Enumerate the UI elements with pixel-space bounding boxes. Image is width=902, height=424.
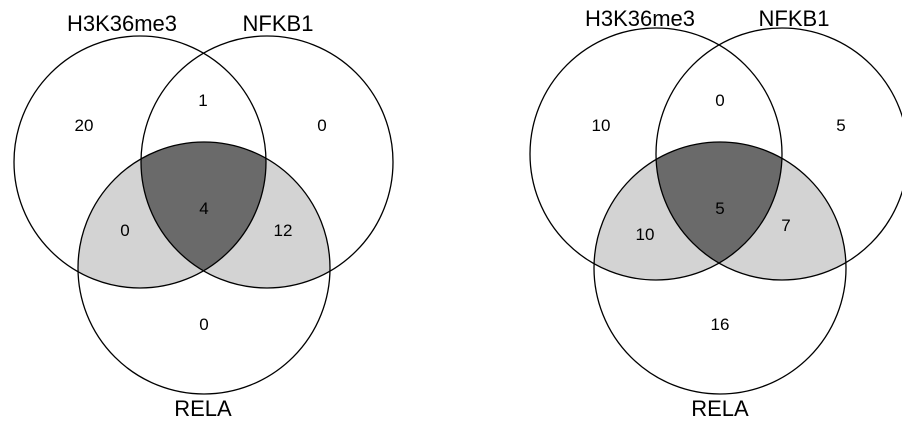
circle-rela-2	[593, 141, 847, 395]
circle-h3k36me3-1	[13, 35, 267, 289]
circle-h3k36me3-2	[529, 27, 783, 281]
circle-nfkb1-1	[140, 35, 394, 289]
count-h3k36me3-only-2: 10	[592, 116, 611, 135]
count-h3k36me3-rela-2: 10	[636, 225, 655, 244]
count-nfkb1-only-2: 5	[836, 116, 845, 135]
set-label-h3k36me3-2: H3K36me3	[585, 6, 695, 31]
count-triple-1: 4	[199, 199, 208, 218]
circle-nfkb1-2	[655, 27, 902, 281]
venn-diagram-1: H3K36me3 NFKB1 RELA 20 0 1 0 12 4 0	[13, 11, 394, 421]
set-label-nfkb1-1: NFKB1	[243, 11, 314, 36]
count-h3k36me3-nfkb1-2: 0	[715, 91, 724, 110]
shading-2	[594, 142, 846, 280]
venn-diagram-2: H3K36me3 NFKB1 RELA 10 5 0 10 7 5 16	[529, 6, 902, 421]
count-h3k36me3-nfkb1-1: 1	[198, 91, 207, 110]
count-triple-2: 5	[715, 199, 724, 218]
set-label-rela-1: RELA	[174, 396, 232, 421]
count-h3k36me3-only-1: 20	[75, 116, 94, 135]
set-label-rela-2: RELA	[691, 396, 749, 421]
count-h3k36me3-rela-1: 0	[120, 221, 129, 240]
set-label-h3k36me3-1: H3K36me3	[67, 11, 177, 36]
count-nfkb1-rela-1: 12	[274, 221, 293, 240]
circle-rela-1	[77, 141, 331, 395]
region-triple-1	[141, 142, 266, 288]
count-rela-only-1: 0	[199, 315, 208, 334]
set-label-nfkb1-2: NFKB1	[759, 6, 830, 31]
shading-1	[78, 142, 330, 288]
count-rela-only-2: 16	[711, 315, 730, 334]
count-nfkb1-only-1: 0	[317, 116, 326, 135]
count-nfkb1-rela-2: 7	[781, 216, 790, 235]
